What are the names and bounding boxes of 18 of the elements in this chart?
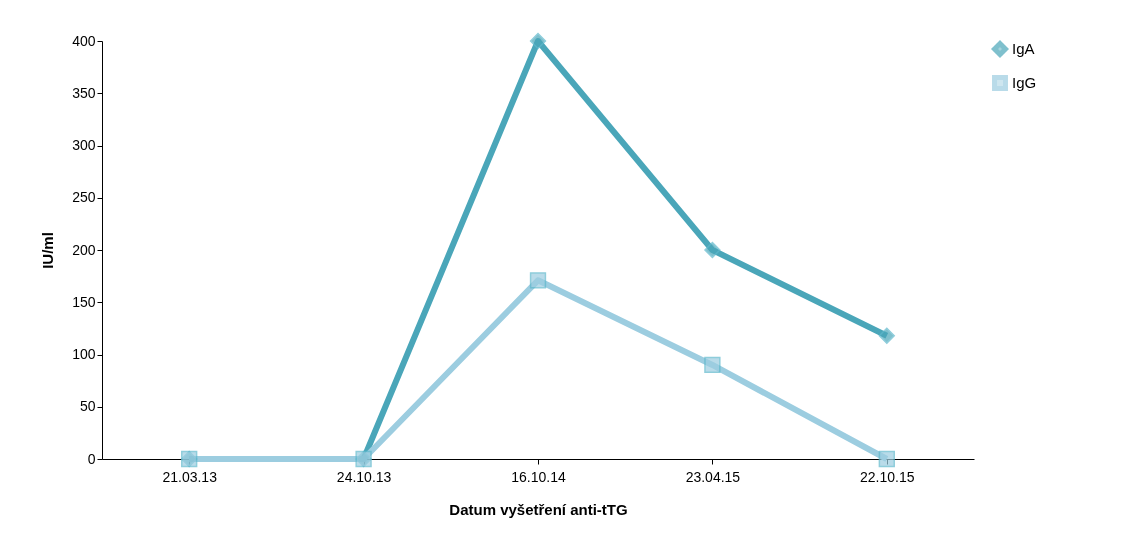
- x-tick-label: 24.10.13: [336, 468, 392, 485]
- legend-label: IgG: [1012, 74, 1037, 91]
- y-tick-label: 350: [72, 84, 96, 101]
- y-tick-label: 200: [72, 241, 96, 258]
- x-tick-label: 21.03.13: [162, 468, 218, 485]
- x-tick-label: 23.04.15: [685, 468, 741, 485]
- x-axis-title: Datum vyšetření anti-tTG: [449, 500, 628, 518]
- y-axis-title: IU/ml: [39, 232, 57, 269]
- y-tick-label: 0: [87, 450, 96, 467]
- y-tick-label: 250: [72, 189, 96, 206]
- y-tick-label: 400: [72, 32, 96, 49]
- y-tick-label: 150: [72, 293, 96, 310]
- y-tick-label: 300: [72, 137, 96, 153]
- y-tick-label: 50: [79, 398, 96, 415]
- x-tick-label: 22.10.15: [860, 468, 915, 485]
- y-tick-label: 100: [72, 346, 96, 362]
- x-tick-label: 16.10.14: [511, 468, 566, 485]
- legend-label: IgA: [1012, 40, 1035, 57]
